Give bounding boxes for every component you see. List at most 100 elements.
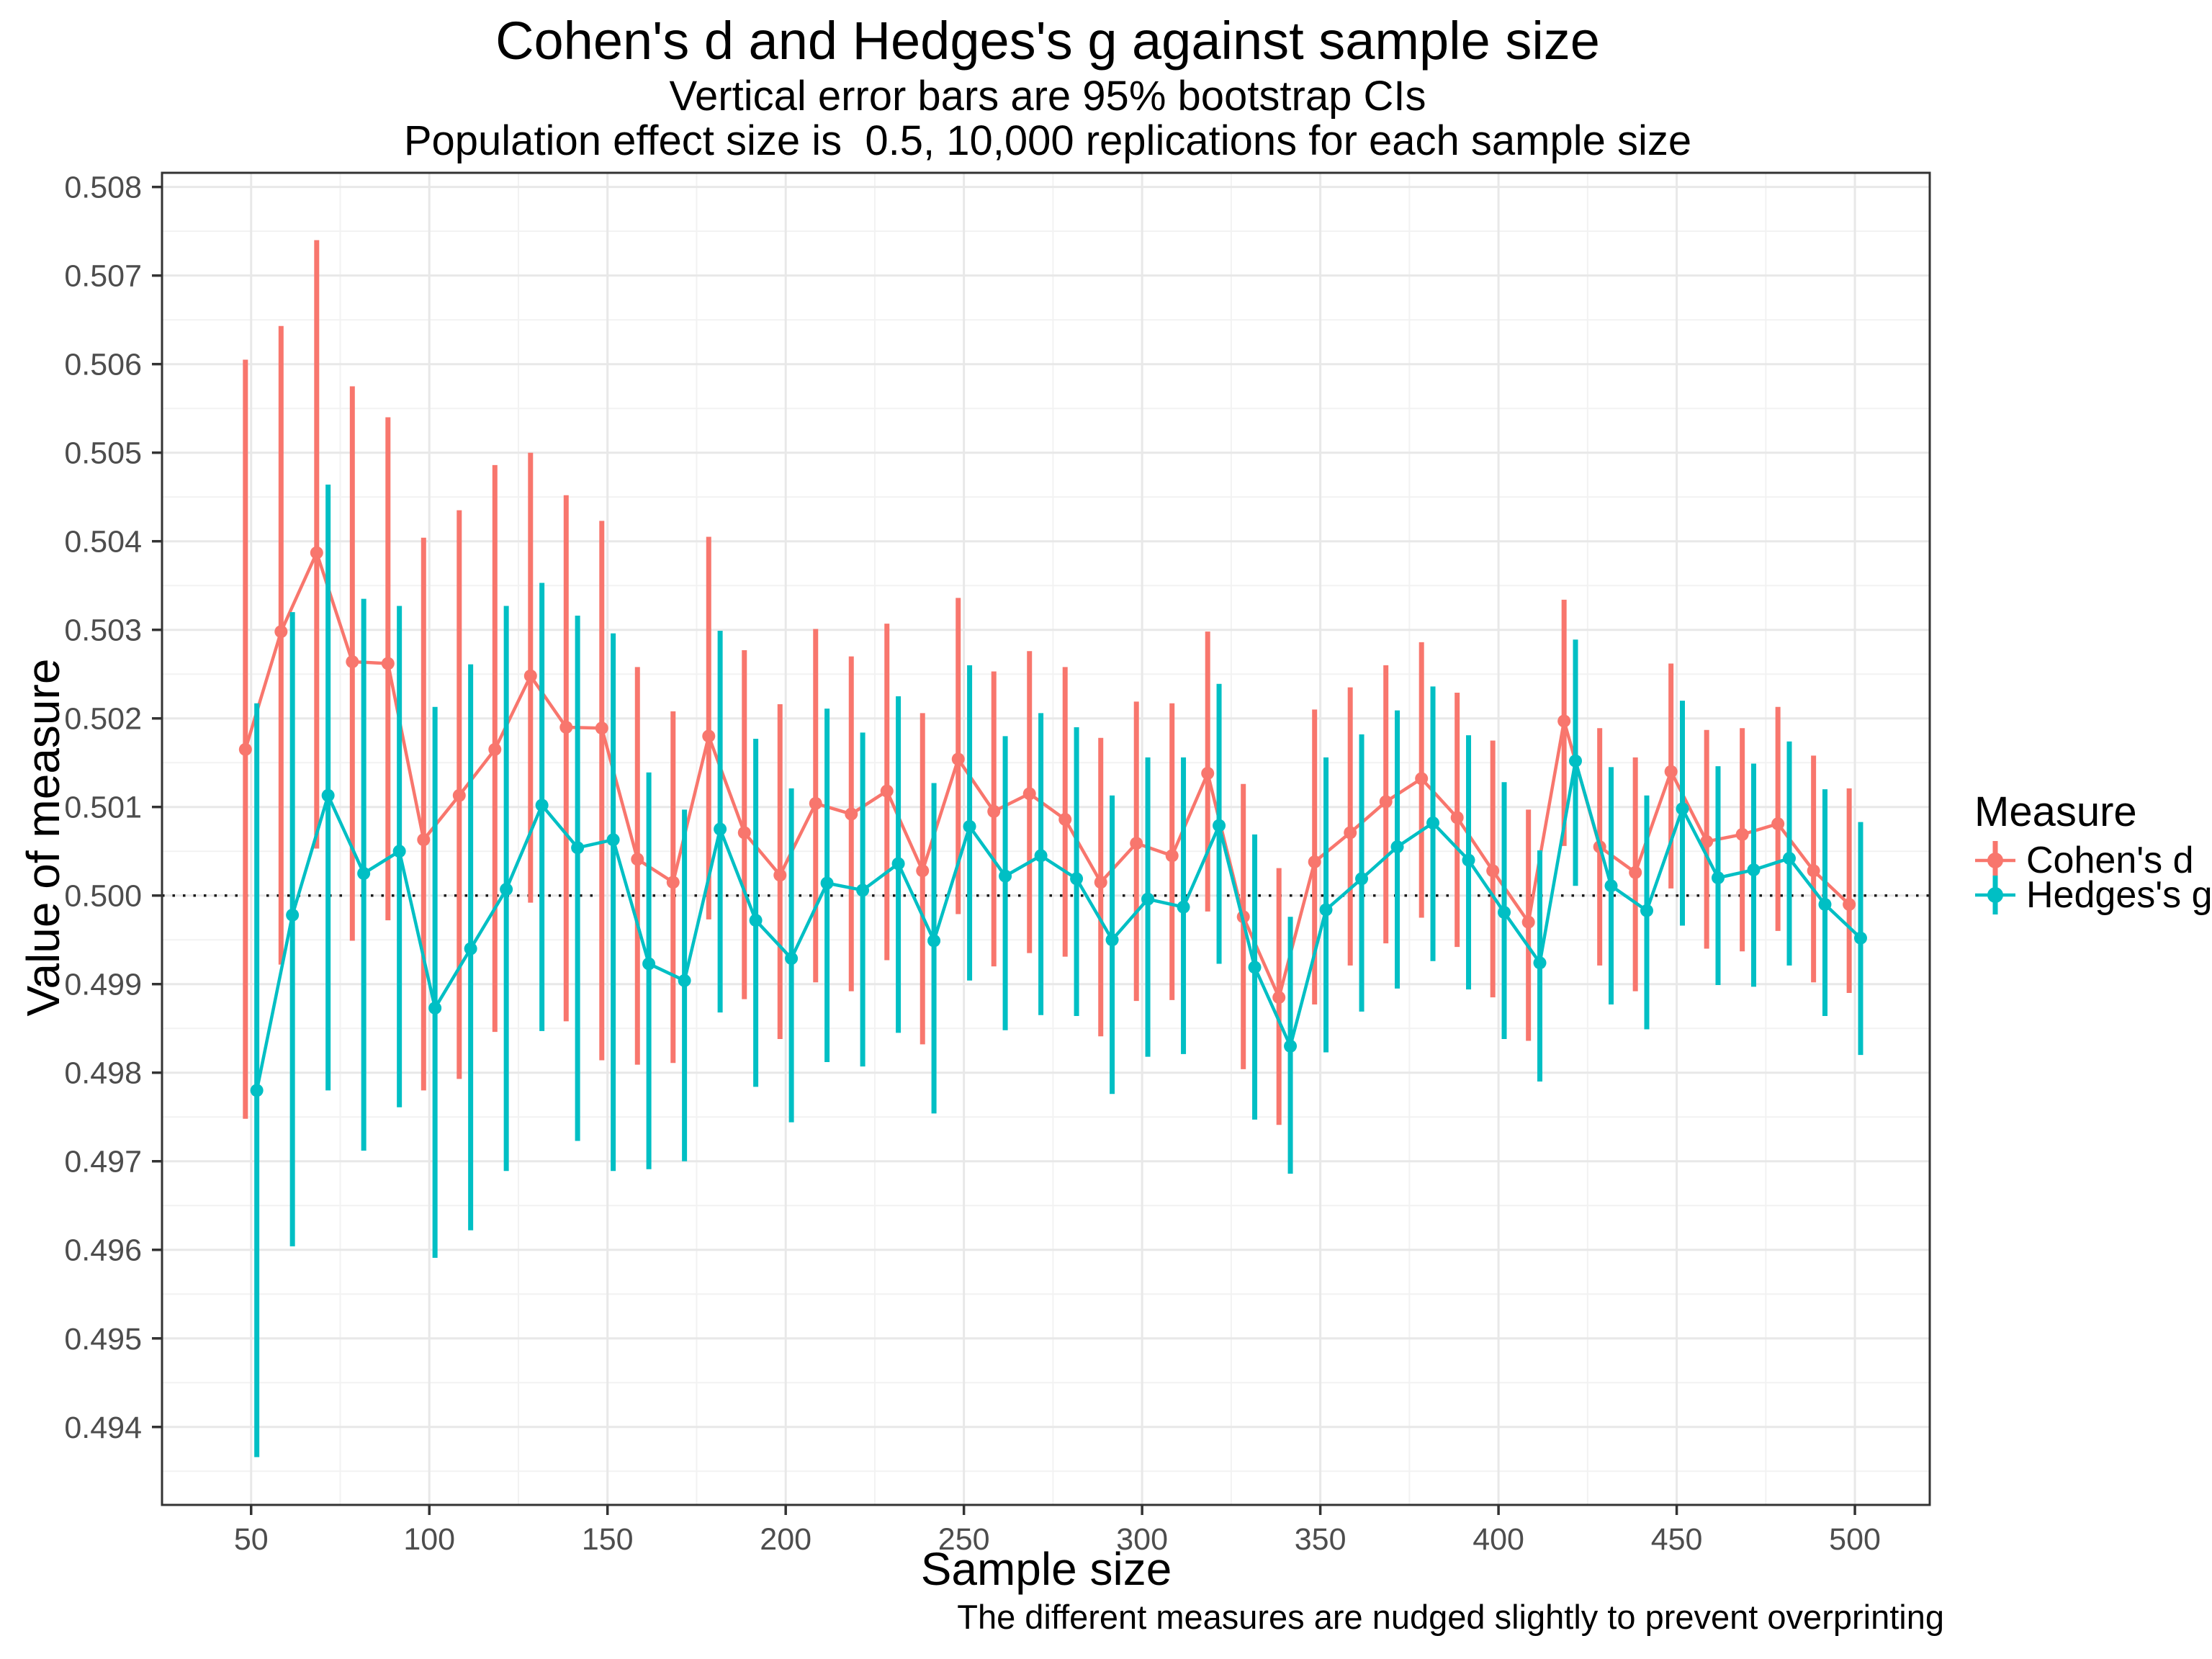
data-point-hedges-g: [1319, 903, 1333, 917]
data-point-cohens-d: [310, 546, 323, 559]
data-point-cohens-d: [488, 742, 502, 756]
data-point-hedges-g: [535, 799, 549, 812]
data-point-hedges-g: [392, 845, 406, 858]
data-point-hedges-g: [1213, 819, 1226, 832]
data-point-cohens-d: [1521, 915, 1535, 929]
legend-entry-hedges-g: Hedges's g: [1974, 874, 2212, 916]
data-point-cohens-d: [1201, 766, 1215, 780]
data-point-hedges-g: [571, 841, 585, 855]
x-tick-label: 350: [1295, 1522, 1346, 1557]
y-axis-title: Value of measure: [17, 658, 69, 1017]
data-point-cohens-d: [381, 657, 395, 670]
data-point-cohens-d: [809, 796, 822, 810]
data-point-cohens-d: [1165, 849, 1179, 863]
data-point-hedges-g: [999, 869, 1012, 883]
data-point-cohens-d: [1735, 827, 1749, 841]
data-point-hedges-g: [785, 952, 799, 966]
legend-title: Measure: [1974, 788, 2137, 835]
data-point-hedges-g: [357, 866, 371, 880]
y-tick-label: 0.497: [64, 1145, 142, 1179]
y-tick-label: 0.500: [64, 879, 142, 914]
data-point-cohens-d: [1344, 826, 1357, 840]
data-point-cohens-d: [1058, 812, 1072, 826]
data-point-hedges-g: [1390, 840, 1404, 854]
data-point-cohens-d: [1807, 864, 1820, 878]
data-point-hedges-g: [1177, 900, 1190, 914]
data-point-hedges-g: [963, 819, 976, 833]
data-point-hedges-g: [1747, 863, 1761, 877]
legend-entry-cohens-d: Cohen's d: [1974, 840, 2212, 881]
data-point-hedges-g: [321, 788, 335, 802]
data-point-hedges-g: [1818, 898, 1832, 912]
x-axis-title: Sample size: [920, 1543, 1172, 1595]
chart-caption: The different measures are nudged slight…: [957, 1598, 1944, 1636]
x-tick-label: 400: [1473, 1522, 1524, 1557]
data-point-hedges-g: [820, 876, 834, 890]
chart-subtitle-line1: Vertical error bars are 95% bootstrap CI…: [669, 73, 1426, 120]
x-tick-label: 250: [938, 1522, 990, 1557]
data-point-cohens-d: [916, 864, 930, 878]
data-point-hedges-g: [1284, 1039, 1298, 1053]
y-tick-label: 0.502: [64, 702, 142, 737]
data-point-cohens-d: [346, 655, 359, 668]
data-point-cohens-d: [987, 804, 1001, 818]
y-tick-label: 0.501: [64, 791, 142, 825]
y-tick-label: 0.498: [64, 1056, 142, 1091]
data-point-hedges-g: [856, 884, 870, 897]
series-line-hedges-g: [255, 759, 1862, 1091]
data-point-cohens-d: [1308, 855, 1321, 868]
data-point-hedges-g: [1604, 879, 1618, 893]
y-tick-label: 0.507: [64, 259, 142, 294]
y-tick-label: 0.494: [64, 1411, 142, 1445]
data-point-cohens-d: [1629, 866, 1642, 879]
data-point-cohens-d: [417, 833, 431, 847]
y-tick-label: 0.503: [64, 613, 142, 648]
data-point-hedges-g: [1105, 933, 1119, 947]
data-point-hedges-g: [642, 957, 656, 971]
data-point-hedges-g: [1141, 892, 1155, 906]
x-tick-label: 450: [1651, 1522, 1703, 1557]
x-tick-label: 100: [403, 1522, 455, 1557]
data-point-cohens-d: [1664, 765, 1678, 778]
x-tick-label: 300: [1116, 1522, 1168, 1557]
x-tick-label: 500: [1829, 1522, 1881, 1557]
y-tick-label: 0.495: [64, 1322, 142, 1357]
data-point-cohens-d: [595, 721, 608, 735]
data-point-hedges-g: [678, 974, 691, 987]
data-point-hedges-g: [1498, 906, 1511, 920]
data-point-hedges-g: [1248, 961, 1262, 974]
y-tick-label: 0.506: [64, 348, 142, 382]
data-point-cohens-d: [1843, 898, 1856, 912]
data-point-cohens-d: [702, 729, 716, 743]
data-point-cohens-d: [737, 826, 751, 840]
data-point-hedges-g: [286, 908, 300, 922]
data-point-hedges-g: [1034, 849, 1048, 863]
legend-label-hedges-g: Hedges's g: [2026, 874, 2212, 916]
data-point-cohens-d: [1450, 811, 1464, 824]
pointrange-key-icon: [1975, 876, 2015, 914]
data-point-cohens-d: [666, 876, 680, 889]
data-point-hedges-g: [1676, 802, 1689, 816]
x-tick-label: 200: [760, 1522, 811, 1557]
panel-border: [161, 171, 1931, 1506]
data-point-hedges-g: [1782, 852, 1796, 866]
chart-title: Cohen's d and Hedges's g against sample …: [495, 11, 1600, 71]
data-point-hedges-g: [714, 822, 727, 836]
data-point-hedges-g: [1462, 853, 1475, 867]
data-point-cohens-d: [1700, 835, 1714, 848]
data-point-cohens-d: [1557, 714, 1571, 728]
legend: Measure Cohen's d Hedges's g: [1974, 788, 2212, 916]
data-point-cohens-d: [773, 868, 787, 882]
data-point-hedges-g: [500, 883, 513, 896]
data-point-hedges-g: [250, 1084, 264, 1097]
data-point-hedges-g: [428, 1001, 442, 1015]
x-tick-label: 50: [234, 1522, 269, 1557]
data-point-cohens-d: [238, 742, 252, 756]
data-point-cohens-d: [1130, 837, 1143, 850]
data-point-cohens-d: [1379, 795, 1393, 809]
data-point-cohens-d: [1094, 876, 1107, 889]
data-point-hedges-g: [464, 942, 477, 956]
y-tick-label: 0.508: [64, 171, 142, 205]
